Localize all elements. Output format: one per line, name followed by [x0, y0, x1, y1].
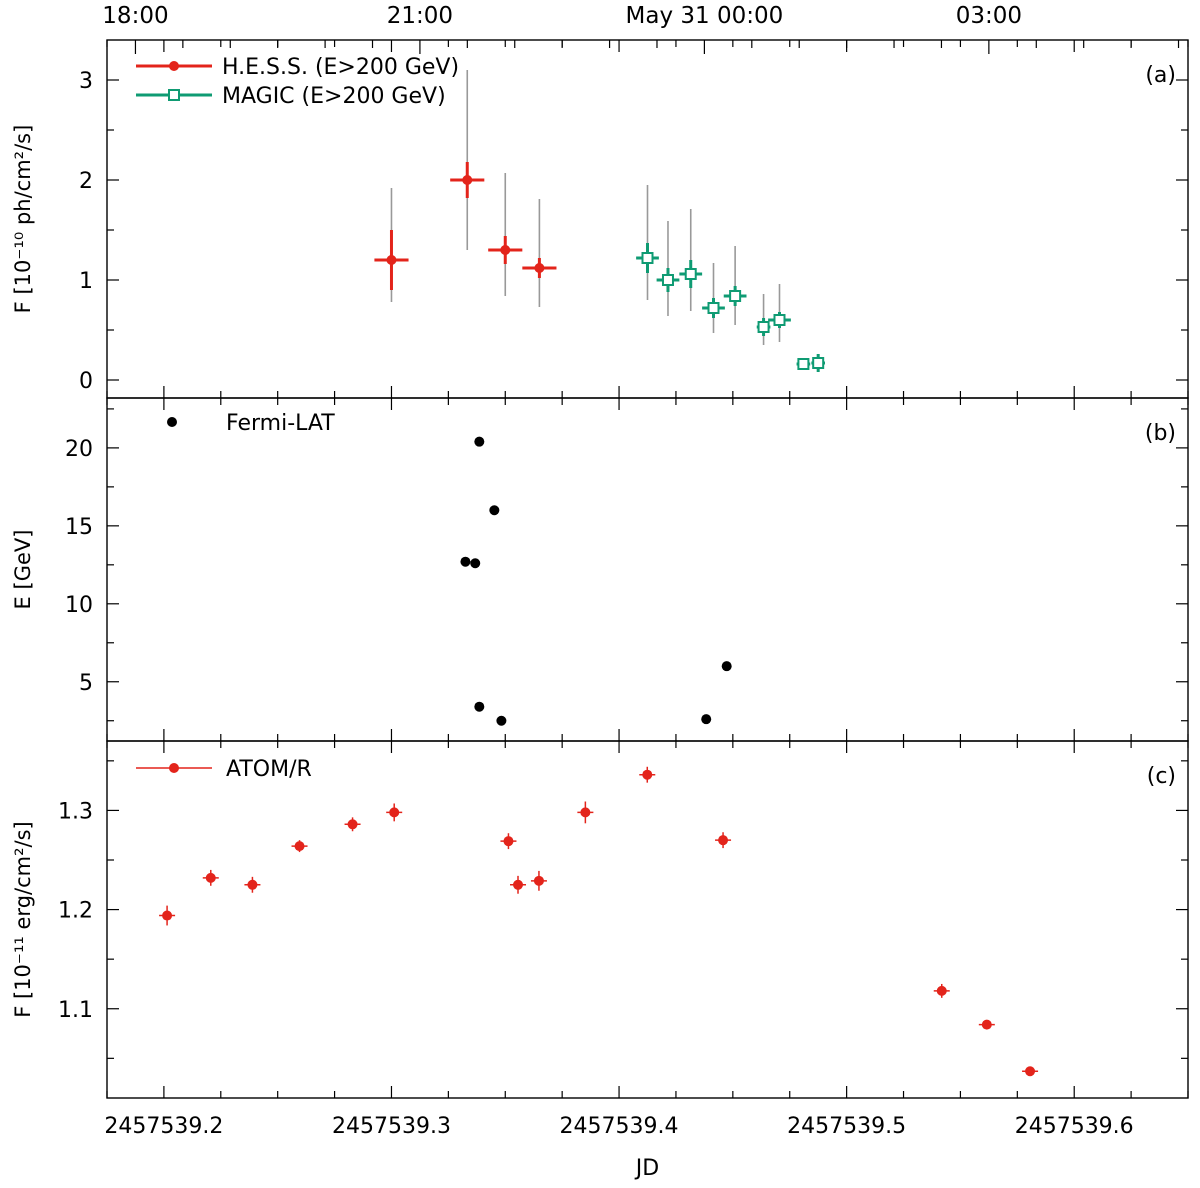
y-tick-label: 1 — [79, 269, 93, 294]
legend-panel-c: ATOM/R — [136, 757, 312, 782]
data-point-atom — [580, 807, 591, 818]
data-point-atom — [205, 872, 216, 883]
data-point-atom — [247, 879, 258, 890]
data-point-hess — [386, 255, 397, 265]
panel-label-c: (c) — [1147, 764, 1176, 789]
panel-c-marks — [159, 766, 1039, 1077]
data-point-fermi — [474, 436, 485, 447]
time-tick-label: 21:00 — [387, 3, 453, 29]
x-tick-label: 2457539.5 — [787, 1114, 906, 1139]
data-point-magic — [797, 358, 810, 370]
legend-entry-fermi: Fermi-LAT — [226, 411, 335, 436]
y-tick-label: 1.3 — [58, 799, 93, 824]
data-point-magic — [773, 314, 786, 326]
y-tick-label: 0 — [79, 369, 93, 394]
legend-entry-atom: ATOM/R — [226, 757, 312, 782]
legend-swatch-magic — [136, 89, 212, 101]
legend-marker-atom — [169, 763, 179, 773]
data-point-atom — [513, 879, 524, 890]
time-tick-label: May 31 00:00 — [626, 3, 784, 29]
x-tick-label: 2457539.2 — [104, 1114, 223, 1139]
data-point-hess — [462, 175, 473, 185]
data-point-atom — [718, 835, 729, 846]
y-tick-label: 10 — [65, 593, 93, 618]
legend-entry-hess: H.E.S.S. (E>200 GeV) — [222, 55, 459, 80]
y-axis-label-c: F [10⁻¹¹ erg/cm²/s] — [11, 821, 35, 1018]
data-point-atom — [503, 836, 514, 847]
panel-c-optical-flux: (c) F [10⁻¹¹ erg/cm²/s] 1.1 1.2 1.3 ATOM… — [11, 740, 1189, 1099]
time-tick-label: 03:00 — [956, 3, 1022, 29]
legend-entry-magic: MAGIC (E>200 GeV) — [222, 84, 446, 109]
data-point-atom — [347, 819, 358, 830]
legend-panel-a: H.E.S.S. (E>200 GeV) MAGIC (E>200 GeV) — [136, 55, 459, 109]
panel-frame — [106, 740, 1189, 1099]
data-point-atom — [936, 985, 947, 996]
data-point-magic — [757, 321, 770, 333]
data-point-fermi — [489, 505, 500, 516]
data-point-atom — [162, 910, 173, 921]
panel-label-b: (b) — [1145, 421, 1176, 446]
legend-swatch-hess — [136, 61, 212, 71]
data-point-hess — [500, 245, 511, 255]
panel-c-ticks — [106, 740, 1189, 1099]
data-point-atom — [642, 769, 653, 780]
legend-marker-hess — [169, 61, 179, 71]
data-point-magic — [707, 302, 720, 314]
data-point-fermi — [470, 558, 481, 569]
x-axis-label: JD — [634, 1156, 659, 1181]
legend-panel-b: Fermi-LAT — [167, 411, 335, 436]
y-tick-label: 15 — [65, 515, 93, 540]
time-axis: 18:00 21:00 May 31 00:00 03:00 — [102, 3, 1022, 29]
data-point-atom — [389, 807, 400, 818]
legend-marker-magic — [168, 89, 180, 101]
y-tick-label: 1.2 — [58, 899, 93, 924]
data-point-atom — [981, 1019, 992, 1030]
y-axis-label-b: E [GeV] — [11, 530, 35, 610]
data-point-atom — [1025, 1066, 1036, 1077]
legend-swatch-fermi — [167, 417, 177, 427]
data-point-magic — [729, 290, 742, 302]
y-tick-label: 20 — [65, 437, 93, 462]
data-point-magic — [661, 274, 674, 286]
x-axis-jd: 2457539.2 2457539.3 2457539.4 2457539.5 … — [104, 1114, 1133, 1181]
data-point-fermi — [496, 715, 507, 726]
panel-a-flux-vhe: (a) F [10⁻¹⁰ ph/cm²/s] 0 1 2 3 H.E.S.S. … — [11, 39, 1189, 399]
x-tick-label: 2457539.4 — [560, 1114, 679, 1139]
x-tick-label: 2457539.6 — [1015, 1114, 1134, 1139]
data-point-magic — [641, 252, 654, 264]
y-tick-label: 5 — [79, 671, 93, 696]
data-point-magic — [812, 357, 825, 369]
data-point-fermi — [701, 714, 712, 725]
y-axis-label-a: F [10⁻¹⁰ ph/cm²/s] — [11, 125, 35, 314]
legend-marker-fermi — [167, 417, 177, 427]
legend-swatch-atom — [136, 763, 212, 773]
panel-label-a: (a) — [1145, 63, 1176, 88]
data-point-atom — [533, 875, 544, 886]
x-tick-label: 2457539.3 — [332, 1114, 451, 1139]
y-tick-label: 3 — [79, 69, 93, 94]
data-point-fermi — [721, 661, 732, 672]
data-point-fermi — [474, 701, 485, 712]
panel-b-marks — [460, 436, 732, 726]
panel-a-marks — [374, 70, 826, 372]
data-point-hess — [534, 263, 545, 273]
data-point-magic — [684, 268, 697, 280]
data-point-fermi — [460, 556, 471, 567]
y-tick-label: 1.1 — [58, 998, 93, 1023]
time-tick-label: 18:00 — [102, 3, 168, 29]
y-tick-label: 2 — [79, 169, 93, 194]
data-point-atom — [294, 841, 305, 852]
